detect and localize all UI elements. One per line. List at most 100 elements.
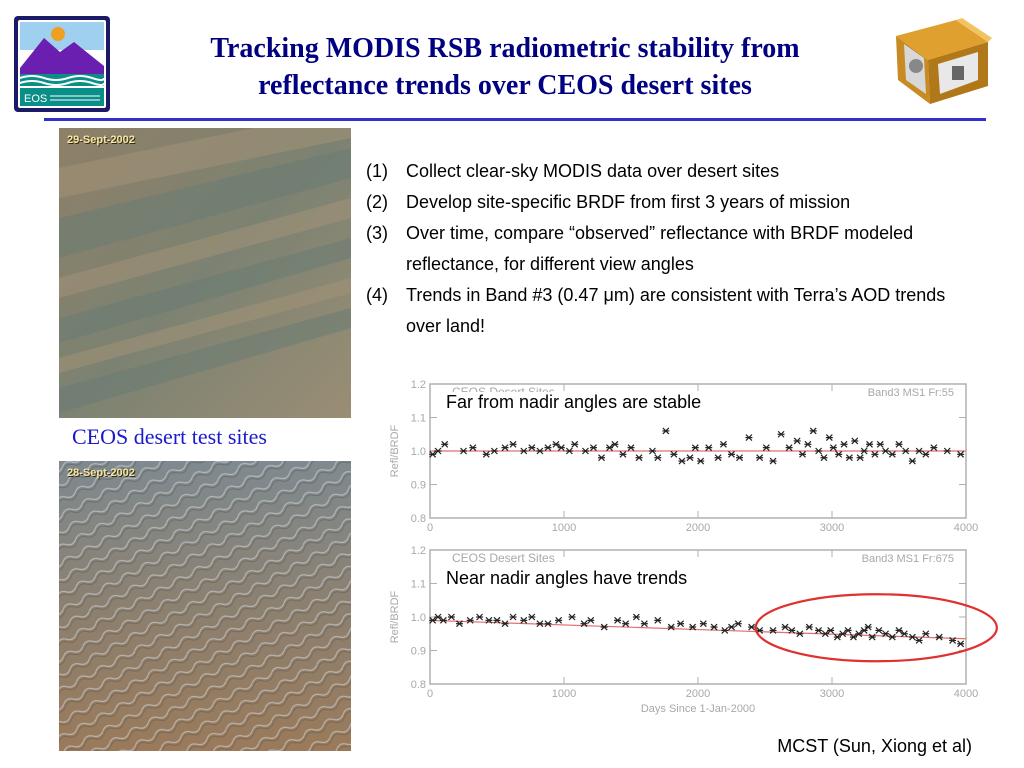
data-point <box>882 630 890 638</box>
data-point <box>482 450 490 458</box>
eos-logo: EOS <box>14 16 110 112</box>
title-line-1: Tracking MODIS RSB radiometric stability… <box>210 33 800 64</box>
data-point <box>544 444 552 452</box>
y-tick-label: 1.2 <box>411 545 426 557</box>
data-point <box>908 457 916 465</box>
data-point <box>815 626 823 634</box>
data-point <box>434 613 442 621</box>
step-text: Over time, compare “observed” reflectanc… <box>406 223 914 274</box>
data-point <box>902 447 910 455</box>
y-axis-label: Refl/BRDF <box>389 590 401 643</box>
data-point <box>622 620 630 628</box>
data-point <box>520 447 528 455</box>
data-point <box>915 447 923 455</box>
data-point <box>875 626 883 634</box>
x-tick-label: 4000 <box>954 688 978 700</box>
step-number: (3) <box>366 223 388 243</box>
title-line-2: reflectance trends over CEOS desert site… <box>258 70 752 101</box>
data-point <box>429 616 437 624</box>
data-point <box>888 633 896 641</box>
data-point <box>439 616 447 624</box>
trend-highlight-ellipse <box>754 593 998 663</box>
image-date-top: 29-Sept-2002 <box>67 134 135 146</box>
x-tick-label: 1000 <box>552 522 576 534</box>
data-point <box>882 447 890 455</box>
data-point <box>805 623 813 631</box>
data-point <box>544 620 552 628</box>
data-point <box>957 640 965 648</box>
x-tick-label: 1000 <box>552 688 576 700</box>
x-axis-label: Days Since 1-Jan-2000 <box>641 703 755 715</box>
data-point <box>943 447 951 455</box>
data-point <box>721 626 729 634</box>
data-point <box>835 450 843 458</box>
data-point <box>849 633 857 641</box>
data-point <box>728 450 735 458</box>
data-point <box>825 434 833 442</box>
data-point <box>429 450 437 458</box>
data-point <box>856 454 864 462</box>
data-point <box>796 630 804 638</box>
data-point <box>501 620 509 628</box>
list-item: (2) Develop site-specific BRDF from first… <box>366 187 986 218</box>
data-point <box>860 447 868 455</box>
data-point <box>441 440 449 448</box>
step-number: (1) <box>366 161 388 181</box>
data-point <box>915 637 923 644</box>
data-point <box>598 454 606 462</box>
plot-annotation-near-nadir: Near nadir angles have trends <box>444 568 690 589</box>
data-point <box>689 623 697 631</box>
image-date-bottom: 28-Sept-2002 <box>67 467 135 479</box>
data-point <box>793 437 801 445</box>
data-point <box>619 450 627 458</box>
image-caption: CEOS desert test sites <box>72 424 267 449</box>
data-point <box>580 620 588 628</box>
y-tick-label: 0.8 <box>411 679 426 691</box>
data-point <box>662 427 670 435</box>
data-point <box>777 430 785 438</box>
desert-image-bottom: 28-Sept-2002 <box>59 461 351 751</box>
plot-annotation-far-nadir: Far from nadir angles are stable <box>444 392 704 413</box>
y-tick-label: 1.2 <box>411 379 426 391</box>
data-point <box>804 440 812 448</box>
data-point <box>809 427 817 435</box>
data-point <box>788 626 796 634</box>
data-point <box>654 454 662 462</box>
data-point <box>460 447 467 455</box>
data-point <box>589 444 597 452</box>
data-point <box>705 444 713 452</box>
data-point <box>434 447 442 455</box>
data-point <box>606 444 614 452</box>
data-point <box>509 613 517 621</box>
x-tick-label: 0 <box>427 688 433 700</box>
y-axis-label: Refl/BRDF <box>389 424 401 477</box>
data-point <box>769 457 777 465</box>
data-point <box>866 440 874 448</box>
data-point <box>908 633 916 641</box>
data-point <box>745 434 753 442</box>
data-point <box>536 447 544 455</box>
data-point <box>900 630 908 638</box>
data-point <box>895 440 903 448</box>
data-point <box>627 444 635 452</box>
data-point <box>949 637 957 644</box>
step-text: Trends in Band #3 (0.47 μm) are consiste… <box>406 285 946 336</box>
data-point <box>565 447 573 455</box>
data-point <box>557 444 565 452</box>
data-point <box>686 454 694 462</box>
data-point <box>833 633 841 641</box>
data-point <box>611 440 619 448</box>
data-point <box>677 620 685 628</box>
x-tick-label: 3000 <box>820 688 844 700</box>
step-number: (4) <box>366 285 388 305</box>
y-tick-label: 0.9 <box>411 480 426 492</box>
data-point <box>697 457 705 465</box>
data-point <box>781 623 789 631</box>
data-point <box>935 633 943 641</box>
credit-text: MCST (Sun, Xiong et al) <box>777 736 972 756</box>
data-point <box>536 620 544 628</box>
data-point <box>648 447 656 455</box>
data-point <box>756 454 764 462</box>
data-point <box>485 616 493 624</box>
data-point <box>640 620 648 628</box>
